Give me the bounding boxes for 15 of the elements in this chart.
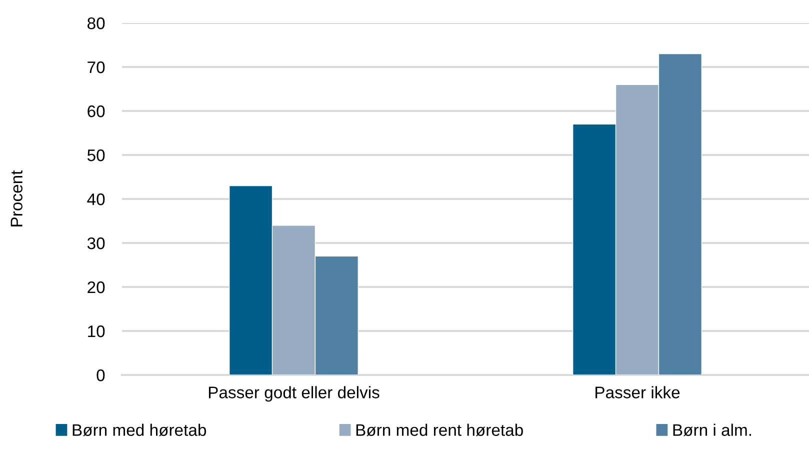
legend-label: Børn i alm. <box>673 424 751 436</box>
legend-label: Børn med rent høretab <box>356 424 523 436</box>
y-tick-label: 60 <box>88 105 105 118</box>
y-tick-label: 70 <box>88 61 105 74</box>
y-tick-label: 80 <box>88 17 105 30</box>
y-tick-label: 0 <box>96 369 105 382</box>
x-tick-label: Passer godt eller delvis <box>208 386 380 402</box>
y-tick-label: 50 <box>87 149 105 162</box>
y-tick-label: 10 <box>88 325 105 338</box>
legend-label: Børn med høretab <box>72 424 206 436</box>
y-axis-title: Procent <box>10 170 22 226</box>
x-tick-label: Passer ikke <box>596 386 680 398</box>
y-tick-label: 30 <box>87 237 105 250</box>
y-tick-label: 40 <box>87 193 105 206</box>
y-tick-label: 20 <box>88 281 105 294</box>
